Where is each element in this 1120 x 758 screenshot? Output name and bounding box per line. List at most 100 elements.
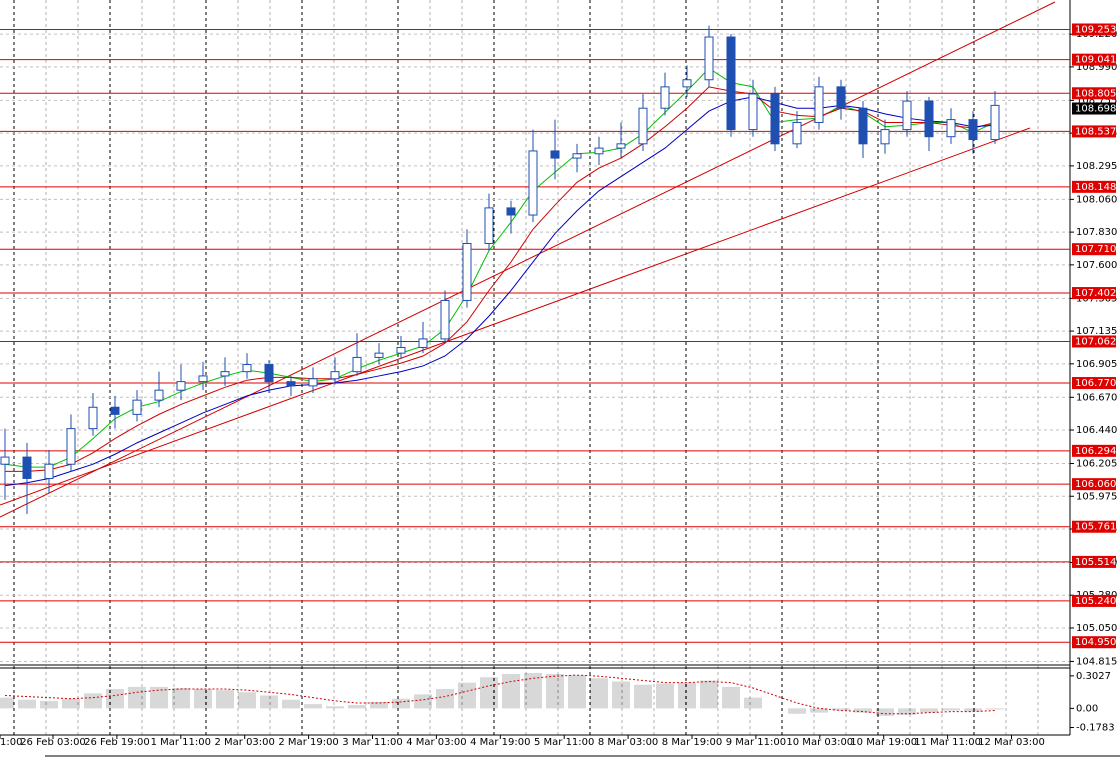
x-tick-label: 1:00 — [0, 737, 22, 748]
candle-body — [154, 389, 164, 401]
level-tag — [1072, 520, 1116, 533]
candle-body — [264, 364, 274, 383]
y-tick-label: 108.295 — [1076, 161, 1117, 172]
level-tag — [1072, 243, 1116, 256]
level-label: 105.761 — [1075, 522, 1116, 533]
x-tick-label: 26 Feb 03:00 — [20, 737, 86, 748]
x-tick-label: 4 Mar 19:00 — [470, 737, 530, 748]
candle-body — [22, 456, 32, 479]
candle-body — [418, 338, 428, 348]
y-tick-label: 105.050 — [1076, 623, 1117, 634]
moving-average — [4, 67, 996, 468]
x-tick-label: 4 Mar 03:00 — [406, 737, 466, 748]
level-label: 107.402 — [1075, 288, 1116, 299]
candle-body — [924, 100, 934, 138]
signal-line — [4, 674, 996, 715]
candle-body — [484, 207, 494, 245]
candle-body — [660, 86, 670, 109]
candle-body — [176, 381, 186, 391]
candle-body — [462, 243, 472, 301]
level-label: 108.805 — [1075, 88, 1116, 99]
moving-average — [4, 96, 996, 487]
candle-body — [792, 121, 802, 145]
level-tag — [1072, 478, 1116, 491]
level-label: 107.710 — [1075, 244, 1116, 255]
level-label: 106.770 — [1075, 378, 1116, 389]
candle-body — [594, 147, 604, 155]
y-tick-label: 106.905 — [1076, 359, 1117, 370]
trend-line — [0, 127, 1031, 506]
x-tick-label: 12 Mar 03:00 — [978, 737, 1045, 748]
y-tick-label: 106.205 — [1076, 459, 1117, 470]
candle-body — [352, 356, 362, 373]
candle-body — [506, 207, 516, 216]
y-tick-label: 107.830 — [1076, 227, 1117, 238]
level-label: 106.294 — [1075, 446, 1116, 457]
candle-body — [836, 86, 846, 109]
level-tag — [1072, 377, 1116, 390]
x-tick-label: 2 Mar 03:00 — [214, 737, 274, 748]
candle-body — [550, 150, 560, 159]
candle-body — [44, 463, 54, 479]
candle-body — [770, 93, 780, 145]
candle-body — [968, 119, 978, 141]
y-tick-label: 106.670 — [1076, 392, 1117, 403]
level-tag — [1072, 555, 1116, 568]
x-tick-label: 10 Mar 03:00 — [786, 737, 853, 748]
candle-body — [946, 119, 956, 138]
candle-body — [220, 371, 230, 377]
y-tick-label: 105.975 — [1076, 491, 1117, 502]
x-tick-label: 1 Mar 11:00 — [151, 737, 211, 748]
level-tag — [1072, 180, 1116, 193]
level-tag — [1072, 636, 1116, 649]
indicator-tick-label: -0.1783 — [1076, 723, 1115, 734]
level-label: 109.253 — [1075, 24, 1116, 35]
grid — [0, 0, 1070, 735]
candle-body — [572, 153, 582, 159]
candle-body — [880, 129, 890, 145]
candle-body — [814, 86, 824, 123]
candle-body — [198, 375, 208, 383]
x-tick-label: 8 Mar 03:00 — [598, 737, 658, 748]
indicator-tick-label: 0.3027 — [1076, 671, 1111, 682]
current-price-label: 108.698 — [1075, 104, 1116, 115]
candle-body — [616, 143, 626, 149]
indicator-tick-label: 0.00 — [1076, 703, 1098, 714]
candle-body — [308, 378, 318, 387]
y-tick-label: 106.440 — [1076, 425, 1117, 436]
y-tick-label: 107.600 — [1076, 260, 1117, 271]
level-tag — [1072, 53, 1116, 66]
x-tick-label: 8 Mar 19:00 — [662, 737, 722, 748]
y-tick-label: 108.990 — [1076, 62, 1117, 73]
candle-body — [374, 352, 384, 358]
y-tick-label: 108.060 — [1076, 194, 1117, 205]
candle-body — [990, 104, 1000, 141]
level-tag — [1072, 23, 1116, 36]
candle-body — [88, 406, 98, 430]
x-tick-label: 5 Mar 11:00 — [534, 737, 594, 748]
moving-average — [5, 86, 996, 472]
candle-body — [858, 107, 868, 145]
level-tag — [1072, 125, 1116, 138]
candle-body — [528, 150, 538, 216]
candle-body — [132, 399, 142, 415]
level-tag — [1072, 444, 1116, 457]
y-tick-label: 104.815 — [1076, 656, 1117, 667]
level-label: 104.950 — [1075, 637, 1116, 648]
x-tick-label: 9 Mar 11:00 — [726, 737, 786, 748]
x-tick-label: 2 Mar 19:00 — [278, 737, 338, 748]
candle-body — [0, 456, 10, 465]
x-tick-label: 3 Mar 11:00 — [342, 737, 402, 748]
candle-body — [242, 364, 252, 373]
x-tick-label: 26 Feb 19:00 — [84, 737, 150, 748]
candle-body — [396, 346, 406, 354]
trend-line — [0, 1, 1056, 518]
current-price-tag — [1072, 102, 1116, 115]
candle-body — [748, 93, 758, 131]
candle-body — [66, 428, 76, 465]
candle-body — [286, 381, 296, 387]
candle-body — [440, 299, 450, 340]
